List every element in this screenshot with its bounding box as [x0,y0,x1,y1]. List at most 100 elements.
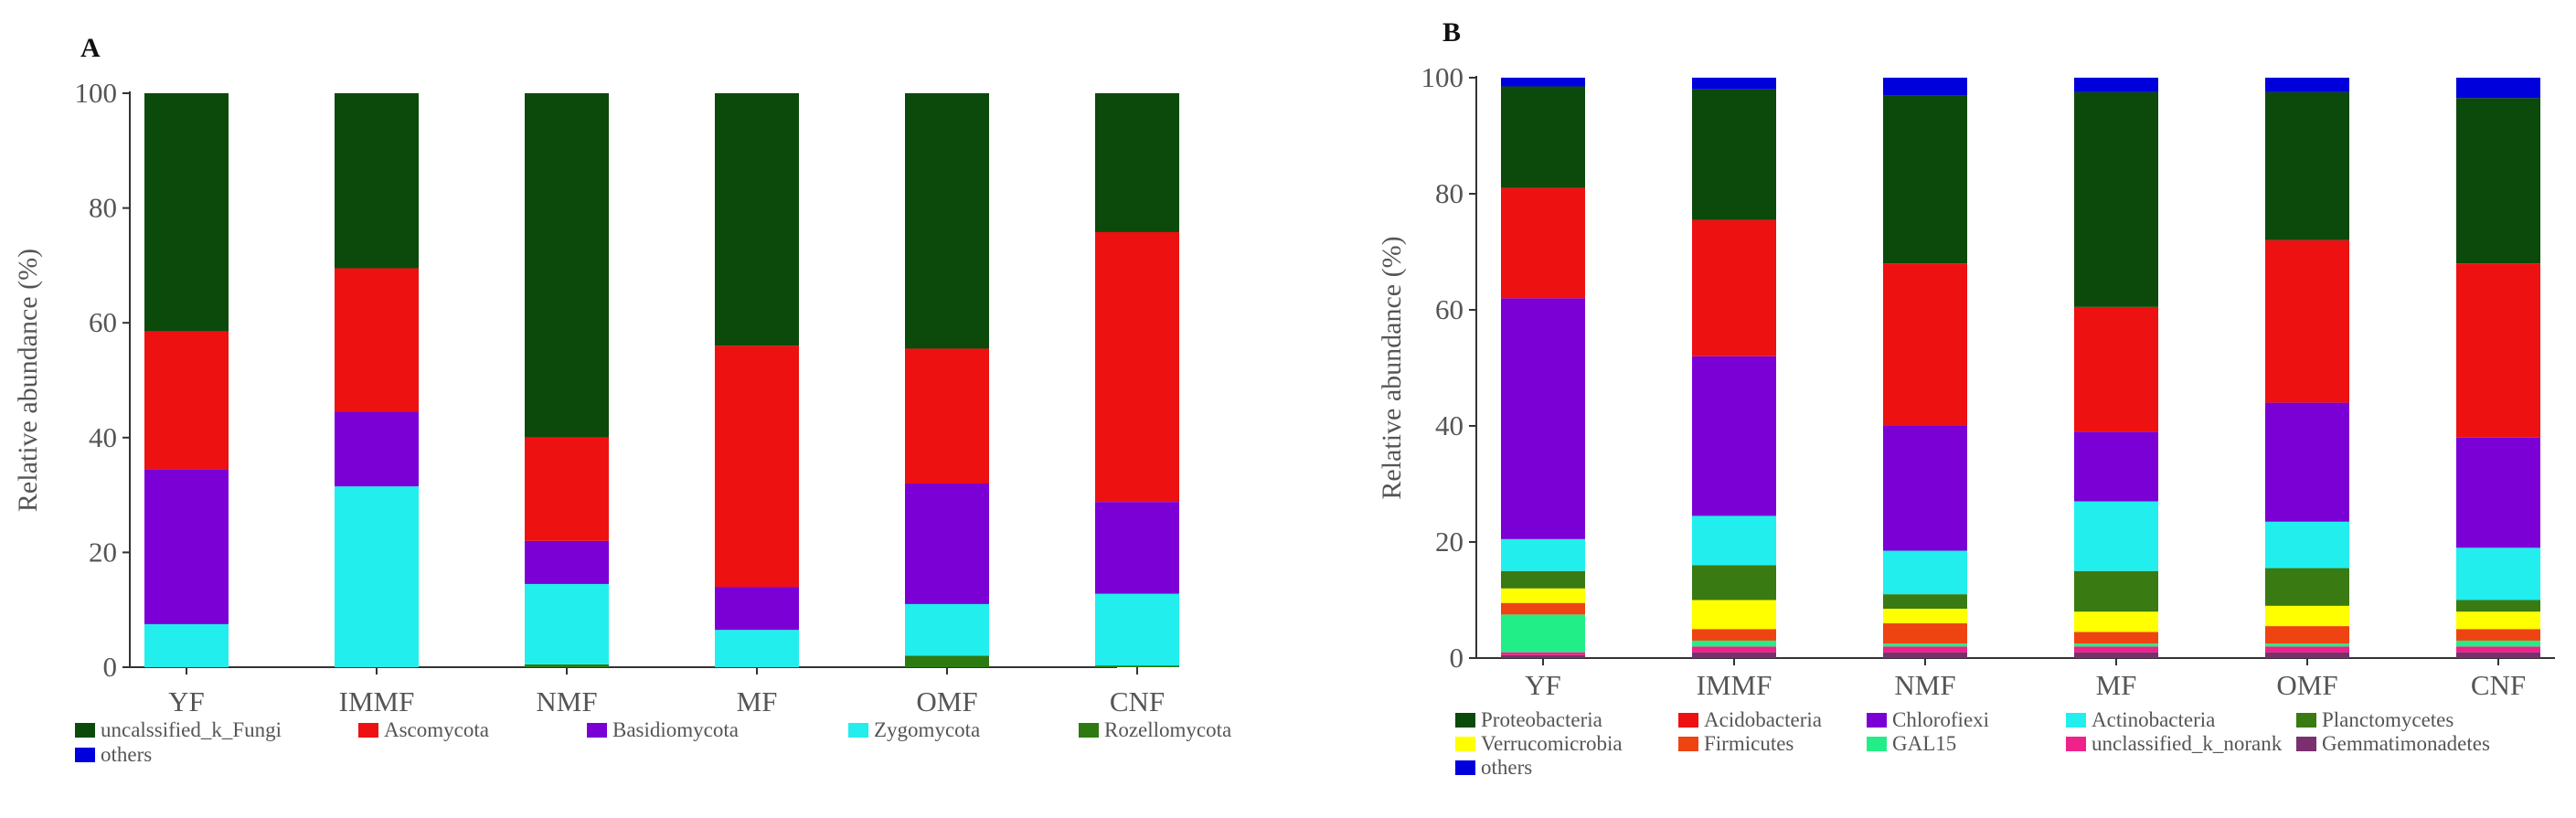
legend-label: Zygomycota [874,718,980,741]
panel-label-a: A [80,33,101,63]
legend-item-planctomycetes: Planctomycetes [2296,708,2454,731]
legend-label: others [101,743,152,766]
bar-segment-proteobacteria-cnf [2456,98,2540,264]
bar-segment-verrucomicrobia-immf [1692,600,1776,630]
bar-segment-basidiomycota-immf [335,411,419,487]
bar-segment-unclassified-k-norank-cnf [2456,646,2540,653]
bar-segment-chlorofiexi-immf [1692,356,1776,516]
legend-item-acidobacteria: Acidobacteria [1678,708,1822,731]
legend-item-basidiomycota: Basidiomycota [587,718,739,741]
bar-segment-uncalssified-k-fungi-nmf [525,93,609,438]
legend-swatch [2066,737,2086,751]
legend-item-ascomycota: Ascomycota [358,718,489,741]
bar-segment-zygomycota-mf [715,630,799,667]
legend-label: GAL15 [1892,732,1956,755]
bar-segment-planctomycetes-omf [2265,568,2349,606]
legend-label: Planctomycetes [2322,708,2454,731]
bar-segment-planctomycetes-cnf [2456,600,2540,612]
bar-segment-zygomycota-immf [335,486,419,667]
legend-label: Actinobacteria [2092,708,2215,731]
legend-swatch [1079,723,1099,738]
legend-item-others: others [75,743,152,766]
bar-segment-proteobacteria-mf [2074,91,2158,307]
y-tick-label: 40 [1435,409,1464,441]
legend-swatch [2296,737,2316,751]
x-tick-label-omf: OMF [2276,669,2337,701]
bar-segment-chlorofiexi-nmf [1883,426,1967,551]
bar-segment-others-nmf [1883,78,1967,96]
legend-swatch [2066,713,2086,728]
legend-item-firmicutes: Firmicutes [1678,732,1794,755]
bar-segment-ascomycota-omf [905,348,989,484]
bar-segment-acidobacteria-yf [1501,187,1585,299]
bar-segment-gal15-omf [2265,643,2349,647]
bar-segment-actinobacteria-nmf [1883,550,1967,595]
bar-segment-gal15-mf [2074,643,2158,647]
bar-segment-chlorofiexi-yf [1501,298,1585,539]
legend-swatch [75,723,95,738]
legend-label: Proteobacteria [1481,708,1602,731]
y-tick-label: 0 [1450,642,1464,674]
bar-segment-rozellomycota-nmf [525,664,609,667]
legend-label: Chlorofiexi [1892,708,1989,731]
y-axis-title: Relative abundance (%) [1377,236,1407,499]
y-tick-label: 80 [89,192,117,224]
legend-swatch [1867,737,1887,751]
bar-segment-unclassified-k-norank-immf [1692,646,1776,653]
legend-swatch [1455,713,1475,728]
bar-segment-gal15-immf [1692,640,1776,647]
bar-segment-verrucomicrobia-nmf [1883,609,1967,623]
bar-segment-chlorofiexi-omf [2265,402,2349,522]
bar-segment-basidiomycota-nmf [525,540,609,584]
bar-segment-basidiomycota-mf [715,587,799,631]
legend-swatch [75,748,95,762]
bar-segment-ascomycota-yf [144,331,229,470]
bar-segment-ascomycota-nmf [525,437,609,541]
legend-label: Firmicutes [1704,732,1794,755]
bar-segment-firmicutes-cnf [2456,629,2540,641]
x-tick-label-immf: IMMF [1697,669,1772,701]
bar-segment-firmicutes-nmf [1883,622,1967,644]
bar-segment-others-yf [1501,78,1585,87]
bar-segment-basidiomycota-yf [144,469,229,624]
bar-segment-actinobacteria-yf [1501,538,1585,571]
bar-segment-verrucomicrobia-yf [1501,588,1585,603]
legend-label: uncalssified_k_Fungi [101,718,282,741]
bar-segment-gal15-nmf [1883,643,1967,647]
y-tick-label: 80 [1435,177,1464,209]
bar-segment-uncalssified-k-fungi-cnf [1095,93,1179,232]
legend-item-gal15: GAL15 [1867,732,1956,755]
bar-segment-rozellomycota-cnf [1095,665,1179,667]
bar-segment-verrucomicrobia-mf [2074,611,2158,632]
bar-segment-acidobacteria-nmf [1883,263,1967,426]
bar-segment-unclassified-k-norank-nmf [1883,646,1967,653]
bar-segment-planctomycetes-nmf [1883,594,1967,610]
x-tick-label-cnf: CNF [1110,685,1165,717]
y-tick-label: 0 [103,651,118,683]
x-tick-label-yf: YF [1525,669,1561,701]
bar-segment-others-immf [1692,78,1776,90]
bar-segment-ascomycota-mf [715,345,799,588]
legend-item-proteobacteria: Proteobacteria [1455,708,1602,731]
bar-segment-planctomycetes-yf [1501,570,1585,589]
bar-segment-others-cnf [2456,78,2540,99]
bar-segment-others-mf [2074,78,2158,92]
bar-segment-zygomycota-cnf [1095,593,1179,666]
bar-segment-acidobacteria-omf [2265,239,2349,403]
x-tick-label-yf: YF [168,685,205,717]
bar-segment-actinobacteria-omf [2265,521,2349,568]
bar-segment-zygomycota-yf [144,623,229,667]
bar-segment-firmicutes-mf [2074,632,2158,644]
bar-segment-gemmatimonadetes-cnf [2456,652,2540,658]
chart-panel-b: B 0 20 40 60 80 100 Relative abundance (%) YF IMM… [1377,17,2555,779]
bar-segment-uncalssified-k-fungi-immf [335,93,419,269]
bar-segment-firmicutes-immf [1692,629,1776,641]
bar-segment-proteobacteria-nmf [1883,95,1967,264]
bar-segment-actinobacteria-cnf [2456,547,2540,600]
bar-segment-firmicutes-omf [2265,626,2349,644]
bar-segment-gemmatimonadetes-yf [1501,654,1585,658]
bar-segment-acidobacteria-immf [1692,219,1776,356]
chart-panel-a: A 0 20 40 60 80 100 Relative abundance (%) YF IMM… [13,33,1231,766]
bar-segment-planctomycetes-immf [1692,565,1776,600]
